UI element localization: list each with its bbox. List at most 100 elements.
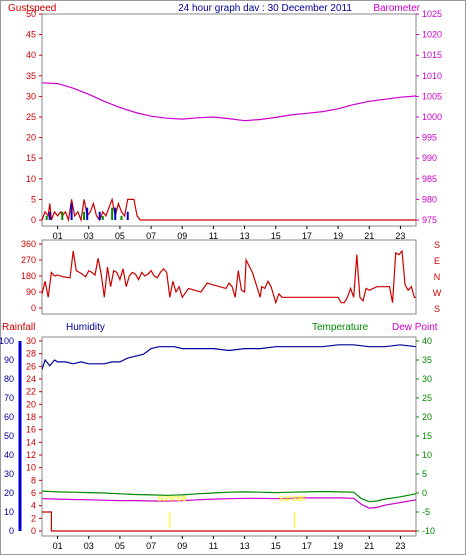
direction-tick-label: 360 [21,239,36,249]
x-tick-label: 03 [84,231,94,241]
wind-green-bar [45,215,48,220]
rain-tick-label: 70 [4,393,14,403]
humidity-label: Humidity [66,322,105,333]
direction-axis: 0 90 180 270 360 [21,239,42,313]
temperature-tick-label: 5 [422,469,427,479]
rain-tick-label: 90 [4,355,14,365]
gust-tick-label: 25 [26,112,36,122]
wind-blue-bar [86,207,89,220]
x-tick-label: 11 [209,541,218,551]
baro-tick-label: 1005 [422,91,442,101]
wind-blue-bar [70,203,73,220]
temp-plot [41,344,417,532]
direction-tick-label: 270 [21,255,36,265]
temperature-label: Temperature [312,322,369,333]
rain-tick-label: 30 [4,469,14,479]
temperature-tick-label: 30 [422,374,432,384]
direction-panel-frame [41,239,417,315]
humidity-tick-label: 8 [31,475,36,485]
barometer-label: Barometer [373,3,420,14]
gust-tick-label: 35 [26,71,36,81]
rain-tick-label: 50 [4,431,14,441]
wind-green-bar [101,215,104,220]
humidity-tick-label: 28 [26,349,36,359]
x-tick-label: 07 [146,231,156,241]
baro-tick-label: 1020 [422,30,442,40]
humidity-tick-label: 26 [26,361,36,371]
temperature-tick-label: 35 [422,355,432,365]
x-tick-label: 05 [115,231,125,241]
rainfall-line [42,511,416,532]
humidity-tick-label: 2 [31,513,36,523]
gust-tick-label: 15 [26,153,36,163]
baro-tick-label: 1025 [422,9,442,19]
x-tick-label: 01 [53,231,63,241]
temperature-axis: -10 -5 0 5 10 15 20 25 30 35 40 [416,336,435,536]
x-tick-label: 15 [271,231,281,241]
temperature-tick-label: -5 [422,507,430,517]
baro-tick-label: 995 [422,133,437,143]
wind-green-bar [83,211,86,220]
humidity-tick-label: 14 [26,437,36,447]
x-tick-label: 13 [240,231,250,241]
baro-tick-label: 1010 [422,71,442,81]
rainfall-label: Rainfall [2,322,35,333]
gust-tick-label: 50 [26,9,36,19]
x-tick-label: 15 [271,541,281,551]
temperature-line [41,490,417,503]
gust-tick-label: 30 [26,91,36,101]
compass-label: E [434,256,440,266]
rain-tick-label: 60 [4,412,14,422]
temperature-tick-label: 0 [422,488,427,498]
humidity-tick-label: 6 [31,488,36,498]
gustspeed-label: Gustspeed [8,3,56,14]
humidity-tick-label: 24 [26,374,36,384]
direction-tick-label: 90 [26,287,36,297]
baro-tick-label: 975 [422,215,437,225]
wind-blue-bar [126,211,129,220]
humidity-tick-label: 20 [26,399,36,409]
baro-tick-label: 980 [422,194,437,204]
temperature-tick-label: 20 [422,412,432,422]
x-tick-label: 03 [84,541,94,551]
x-tick-label: 17 [302,231,312,241]
rain-axis: 0 10 20 30 40 50 60 70 80 90 100 [0,336,14,536]
humidity-tick-label: 30 [26,336,36,346]
temperature-tick-label: 40 [422,336,432,346]
temperature-tick-label: 25 [422,393,432,403]
humidity-tick-label: 22 [26,387,36,397]
x-tick-label: 01 [53,541,63,551]
gust-tick-label: 40 [26,50,36,60]
gust-tick-label: 45 [26,30,36,40]
sunset-label: sunset [279,493,306,503]
compass-label: S [434,304,440,314]
temperature-tick-label: 10 [422,450,432,460]
barometer-axis: 975 980 985 990 995 1000 1005 1010 1015 1020 1025 [416,9,442,225]
rain-tick-label: 100 [0,336,14,346]
rain-tick-label: 80 [4,374,14,384]
direction-tick-label: 180 [21,271,36,281]
rain-tick-label: 20 [4,488,14,498]
temp-x-axis: 01 03 05 07 09 11 13 15 17 19 21 23 [53,536,405,551]
direction-plot [41,249,416,305]
x-tick-label: 21 [364,541,374,551]
x-tick-label: 17 [302,541,312,551]
dew-point-line [41,497,417,509]
x-tick-label: 09 [177,231,187,241]
gust-tick-label: 0 [31,215,36,225]
temperature-tick-label: 15 [422,431,432,441]
humidity-tick-label: 10 [26,463,36,473]
gust-tick-label: 10 [26,174,36,184]
compass-label: W [433,288,442,298]
humidity-tick-label: 0 [31,526,36,536]
gustspeed-line [41,197,416,223]
wind-blue-bar [114,207,117,220]
wind-blue-bar [48,211,51,220]
gust-tick-label: 5 [31,194,36,204]
dewpoint-label: Dew Point [392,322,438,333]
baro-tick-label: 990 [422,153,437,163]
compass-label: N [434,272,441,282]
